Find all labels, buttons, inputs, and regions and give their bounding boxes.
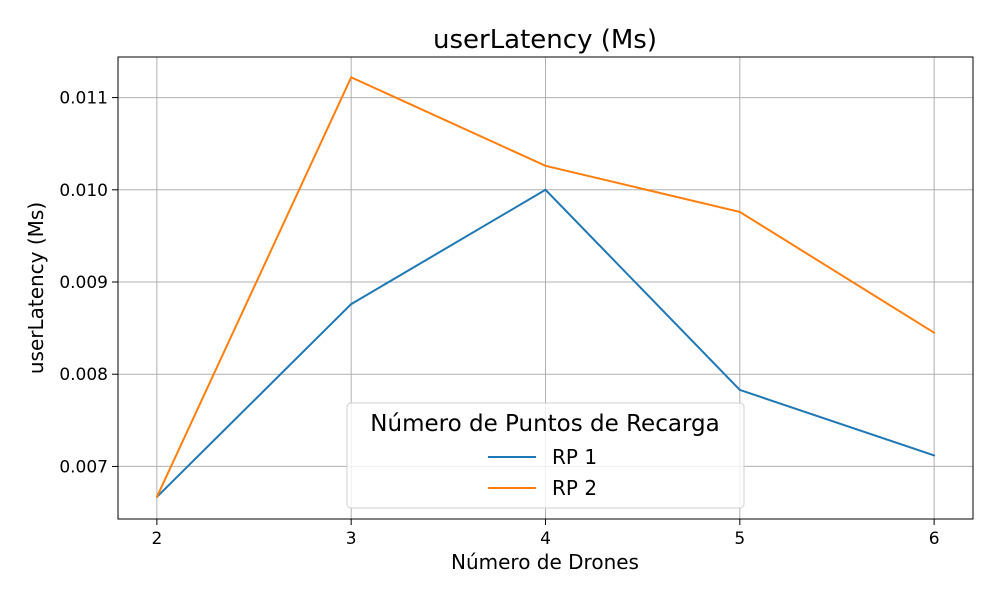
legend-label-rp-2: RP 2 — [552, 476, 597, 500]
data-point-rp-1 — [933, 454, 936, 457]
data-point-rp-2 — [738, 210, 741, 213]
x-axis-label: Número de Drones — [451, 550, 639, 574]
data-point-rp-1 — [350, 303, 353, 306]
data-point-rp-1 — [738, 388, 741, 391]
chart-title: userLatency (Ms) — [433, 25, 657, 55]
x-tick-label: 3 — [346, 529, 357, 549]
data-point-rp-2 — [933, 331, 936, 334]
x-tick-label: 5 — [734, 529, 745, 549]
x-tick-label: 2 — [151, 529, 162, 549]
legend-entries: RP 1 RP 2 — [488, 445, 597, 500]
axis-ticks: 2 3 4 5 6 0.007 0.008 0.009 0.010 0.011 — [59, 89, 939, 549]
legend-title: Número de Puntos de Recarga — [370, 411, 719, 437]
data-point-rp-2 — [155, 495, 158, 498]
data-point-rp-2 — [544, 164, 547, 167]
x-tick-label: 4 — [540, 529, 551, 549]
x-tick-label: 6 — [929, 529, 940, 549]
y-tick-label: 0.010 — [59, 181, 108, 201]
data-point-rp-2 — [350, 76, 353, 79]
data-point-rp-1 — [544, 188, 547, 191]
y-tick-label: 0.007 — [59, 457, 108, 477]
y-tick-label: 0.009 — [59, 273, 108, 293]
y-tick-label: 0.011 — [59, 89, 108, 109]
legend-frame — [346, 402, 745, 509]
series-lines — [155, 75, 936, 498]
y-axis-label: userLatency (Ms) — [24, 202, 48, 374]
legend: Número de Puntos de Recarga RP 1 RP 2 — [346, 402, 745, 509]
legend-label-rp-1: RP 1 — [552, 445, 597, 469]
y-tick-label: 0.008 — [59, 365, 108, 385]
